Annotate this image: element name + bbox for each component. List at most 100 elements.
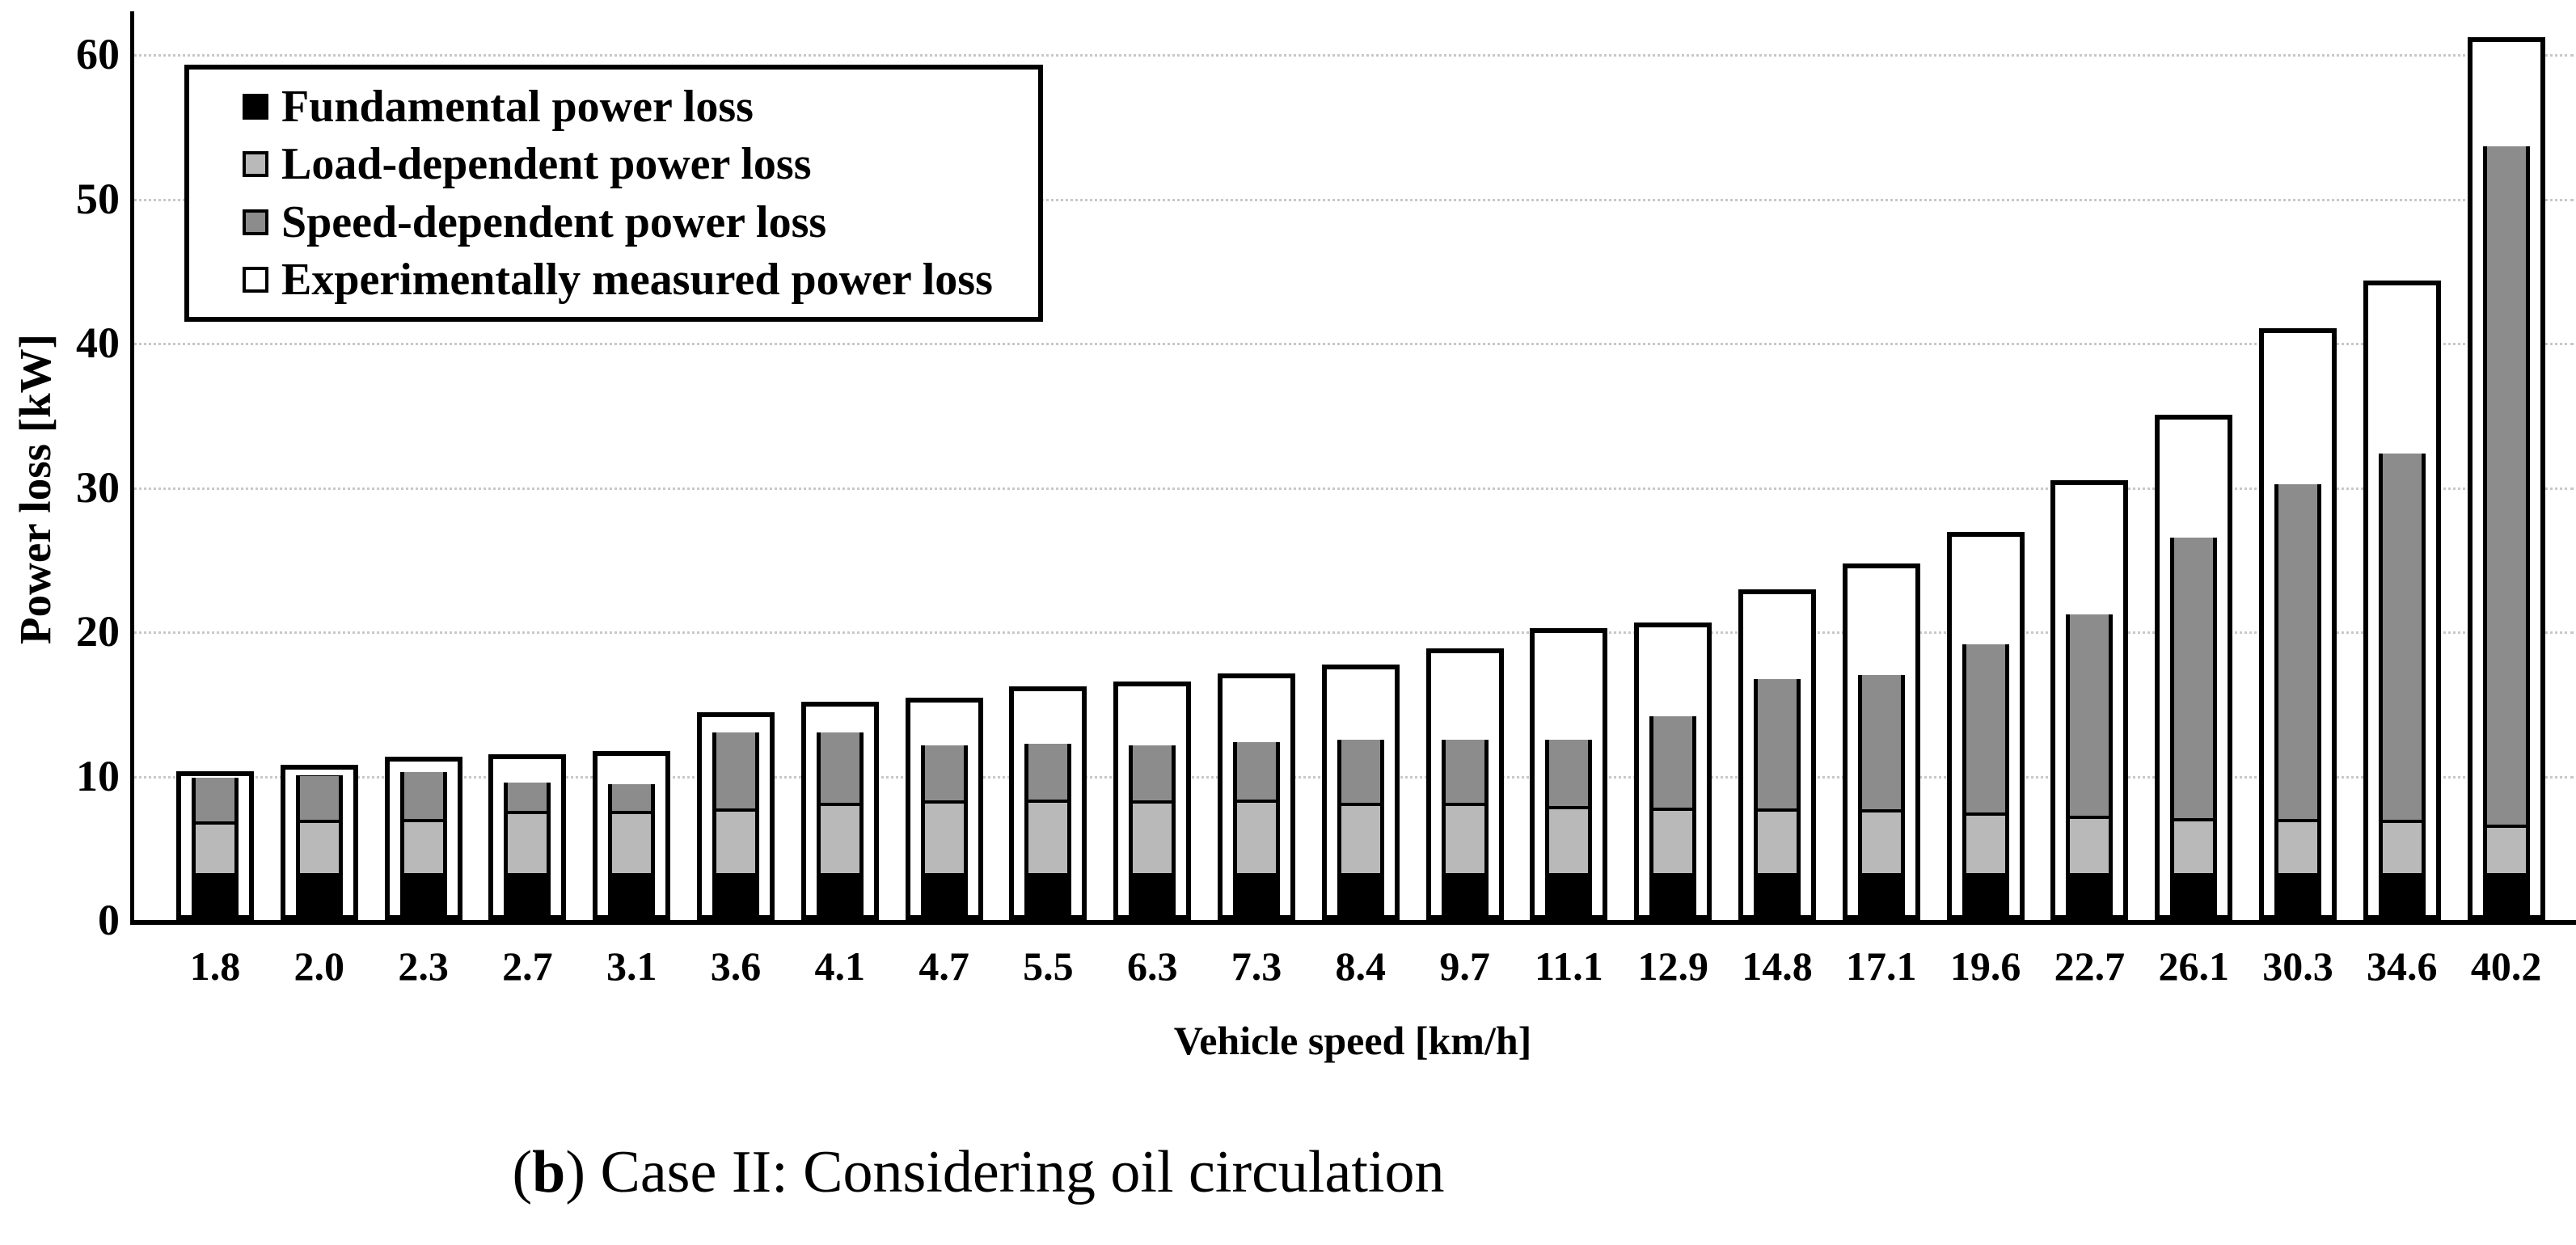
stacked-bar	[2066, 614, 2114, 920]
caption-paren-open: (	[512, 1139, 533, 1205]
segment-speed-dependent	[1966, 644, 2005, 817]
segment-fundamental	[508, 872, 547, 916]
stacked-bar	[192, 778, 239, 920]
gridline-30	[133, 487, 2574, 490]
segment-fundamental	[2070, 872, 2109, 916]
segment-speed-dependent	[1133, 745, 1172, 804]
figure-caption: (b) Case II: Considering oil circulation	[0, 1138, 1957, 1207]
segment-fundamental	[1341, 872, 1380, 916]
segment-fundamental	[299, 872, 339, 916]
legend: Fundamental power loss Load-dependent pow…	[184, 65, 1043, 322]
stacked-bar	[1754, 678, 1801, 920]
y-axis-title: Power loss [kW]	[11, 334, 60, 644]
legend-swatch-icon	[243, 209, 268, 235]
segment-load-dependent	[403, 821, 443, 877]
x-tick-label: 30.3	[2262, 943, 2333, 989]
x-tick-label: 11.1	[1535, 943, 1603, 989]
segment-speed-dependent	[1549, 739, 1589, 809]
y-tick-label: 60	[76, 30, 120, 78]
segment-fundamental	[716, 872, 755, 916]
segment-fundamental	[1237, 872, 1276, 916]
segment-fundamental	[1966, 872, 2005, 916]
segment-fundamental	[924, 872, 964, 916]
segment-speed-dependent	[1028, 744, 1068, 803]
segment-fundamental	[820, 872, 859, 916]
y-axis-line	[130, 11, 134, 925]
caption-text: ) Case II: Considering oil circulation	[565, 1139, 1445, 1205]
segment-load-dependent	[508, 813, 547, 877]
stacked-bar	[712, 732, 759, 920]
segment-speed-dependent	[1861, 674, 1901, 813]
x-axis-title: Vehicle speed [km/h]	[1173, 1018, 1532, 1063]
segment-speed-dependent	[2382, 453, 2422, 824]
segment-speed-dependent	[299, 775, 339, 824]
x-tick-label: 2.7	[502, 943, 553, 989]
segment-speed-dependent	[2070, 614, 2109, 820]
legend-swatch-icon	[243, 267, 268, 293]
segment-speed-dependent	[2278, 483, 2317, 822]
x-tick-label: 2.3	[398, 943, 449, 989]
stacked-bar	[1441, 739, 1489, 920]
segment-load-dependent	[612, 813, 652, 877]
x-tick-label: 34.6	[2367, 943, 2438, 989]
segment-load-dependent	[1445, 806, 1484, 877]
x-axis-line	[130, 920, 2576, 925]
segment-speed-dependent	[403, 772, 443, 822]
legend-item-1: Load-dependent power loss	[243, 141, 1030, 187]
segment-speed-dependent	[1445, 739, 1484, 806]
segment-fundamental	[2382, 872, 2422, 916]
segment-fundamental	[1133, 872, 1172, 916]
segment-fundamental	[196, 872, 234, 916]
legend-swatch-icon	[243, 151, 268, 178]
segment-load-dependent	[1758, 812, 1797, 877]
y-tick-label: 0	[98, 896, 120, 944]
y-tick-label: 50	[76, 174, 120, 223]
segment-load-dependent	[1861, 812, 1901, 877]
x-tick-label: 17.1	[1846, 943, 1917, 989]
stacked-bar	[1233, 742, 1280, 920]
segment-speed-dependent	[1237, 742, 1276, 804]
x-tick-label: 22.7	[2054, 943, 2126, 989]
x-tick-label: 4.7	[918, 943, 969, 989]
legend-label: Speed-dependent power loss	[281, 196, 827, 247]
stacked-bar	[2378, 453, 2426, 920]
stacked-bar	[1024, 744, 1072, 920]
segment-fundamental	[1861, 872, 1901, 916]
segment-fundamental	[1445, 872, 1484, 916]
segment-load-dependent	[2278, 821, 2317, 877]
x-tick-label: 3.6	[710, 943, 762, 989]
segment-load-dependent	[2486, 827, 2526, 877]
stacked-bar	[1129, 745, 1176, 920]
stacked-bar	[2170, 537, 2218, 920]
stacked-bar	[1649, 716, 1697, 920]
x-tick-label: 9.7	[1439, 943, 1490, 989]
segment-load-dependent	[2070, 819, 2109, 877]
segment-load-dependent	[1237, 803, 1276, 877]
segment-fundamental	[2278, 872, 2317, 916]
segment-speed-dependent	[508, 783, 547, 814]
x-tick-label: 14.8	[1742, 943, 1813, 989]
stacked-bar	[816, 732, 864, 920]
stacked-bar	[2274, 483, 2321, 920]
segment-fundamental	[1549, 872, 1589, 916]
segment-load-dependent	[1549, 808, 1589, 877]
segment-speed-dependent	[612, 784, 652, 814]
x-tick-label: 6.3	[1126, 943, 1178, 989]
gridline-60	[133, 54, 2574, 57]
gridline-40	[133, 343, 2574, 345]
x-tick-label: 5.5	[1023, 943, 1074, 989]
segment-load-dependent	[1028, 802, 1068, 877]
y-tick-label: 20	[76, 607, 120, 656]
legend-swatch-icon	[243, 93, 268, 120]
caption-bold-letter: b	[532, 1139, 566, 1205]
segment-fundamental	[612, 872, 652, 916]
gridline-20	[133, 631, 2574, 634]
segment-fundamental	[1758, 872, 1797, 916]
stacked-bar	[504, 783, 551, 920]
segment-speed-dependent	[1341, 739, 1380, 806]
stacked-bar	[1962, 644, 2009, 920]
segment-fundamental	[1653, 872, 1693, 916]
segment-fundamental	[403, 872, 443, 916]
